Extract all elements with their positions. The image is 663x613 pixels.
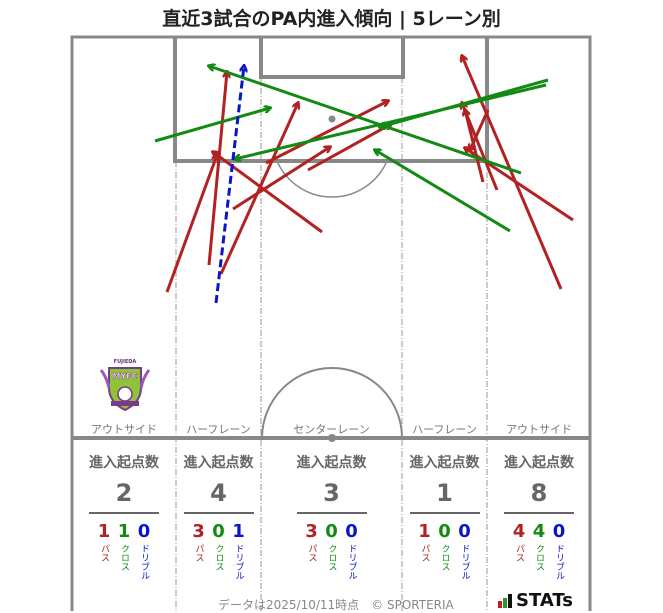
pass-label: パス	[514, 544, 524, 562]
pitch-outline	[70, 35, 592, 611]
divider	[89, 512, 159, 514]
center-circle	[261, 367, 403, 439]
lane-label-halflane-left: ハーフレーン	[186, 423, 251, 436]
goal-area	[259, 37, 405, 79]
stat-total: 4	[210, 479, 227, 507]
dribble-label: ドリブル	[139, 544, 149, 580]
stat-header: 進入起点数	[183, 455, 254, 471]
dribble-count: 0	[345, 521, 358, 542]
stat-total: 8	[530, 479, 548, 507]
crest-top-text: FUJIEDA	[114, 359, 137, 365]
pass-count: 1	[97, 521, 111, 542]
cross-count: 0	[438, 521, 451, 542]
lane-label-outside-left: アウトサイド	[91, 423, 157, 436]
stat-header: 進入起点数	[504, 455, 574, 471]
data-timestamp-credit: データは2025/10/11時点 © SPORTERIA	[218, 598, 454, 612]
cross-label: クロス	[326, 544, 337, 571]
cross-count: 4	[532, 521, 546, 542]
logo-text: STATs	[516, 590, 573, 611]
stat-total: 2	[115, 479, 133, 507]
lane-stats-outside-right: 進入起点数 8 4 パス 4 クロス 0 ドリブル	[487, 452, 591, 580]
pass-label: パス	[306, 544, 317, 562]
stat-header: 進入起点数	[296, 455, 367, 471]
cross-label: クロス	[119, 544, 129, 571]
dribble-arrows	[214, 66, 244, 304]
pass-count: 3	[305, 521, 318, 542]
dribble-label: ドリブル	[346, 544, 357, 580]
dribble-count: 1	[232, 521, 245, 542]
dribble-label: ドリブル	[233, 544, 244, 580]
dribble-label: ドリブル	[554, 544, 564, 580]
center-spot	[328, 434, 336, 442]
pass-label: パス	[99, 544, 109, 562]
cross-label: クロス	[213, 544, 224, 571]
penalty-spot	[328, 115, 336, 123]
lane-dividers	[175, 77, 488, 611]
pass-label: パス	[193, 544, 204, 562]
divider	[296, 512, 367, 514]
divider	[504, 512, 574, 514]
chart-title: 直近3試合のPA内進入傾向 | 5レーン別	[162, 8, 501, 30]
pass-count: 1	[418, 521, 431, 542]
pass-count: 4	[512, 521, 526, 542]
dribble-count: 0	[458, 521, 471, 542]
crest-center-text: MYFC	[112, 372, 137, 381]
divider	[409, 512, 480, 514]
lane-label-halflane-right: ハーフレーン	[412, 423, 477, 436]
penalty-arc	[276, 160, 388, 198]
divider	[183, 512, 254, 514]
lane-stats-outside-left: 進入起点数 2 1 パス 1 クロス 0 ドリブル	[72, 452, 176, 580]
lane-stats-center: 進入起点数 3 3 パス 0 クロス 0 ドリブル	[261, 452, 402, 580]
lane-stats-halflane-left: 進入起点数 4 3 パス 0 クロス 1 ドリブル	[176, 452, 261, 580]
pass-count: 3	[192, 521, 205, 542]
stat-total: 3	[323, 479, 340, 507]
stat-total: 1	[436, 479, 453, 507]
lane-label-center: センターレーン	[293, 423, 370, 436]
pass-arrows	[165, 56, 574, 293]
cross-arrows	[154, 66, 549, 233]
cross-count: 0	[212, 521, 225, 542]
dribble-count: 0	[137, 521, 151, 542]
cross-count: 1	[117, 521, 131, 542]
dribble-count: 0	[552, 521, 566, 542]
team-crest: FUJIEDA MYFC	[97, 358, 153, 414]
stat-header: 進入起点数	[409, 455, 480, 471]
lane-stats-halflane-right: 進入起点数 1 1 パス 0 クロス 0 ドリブル	[402, 452, 487, 580]
cross-label: クロス	[439, 544, 450, 571]
dribble-label: ドリブル	[459, 544, 470, 580]
lane-label-outside-right: アウトサイド	[506, 423, 572, 436]
cross-count: 0	[325, 521, 338, 542]
pass-label: パス	[419, 544, 430, 562]
bar-chart-icon	[498, 593, 512, 608]
stats-logo: STATs	[498, 590, 573, 611]
cross-label: クロス	[534, 544, 544, 571]
stat-header: 進入起点数	[89, 455, 159, 471]
